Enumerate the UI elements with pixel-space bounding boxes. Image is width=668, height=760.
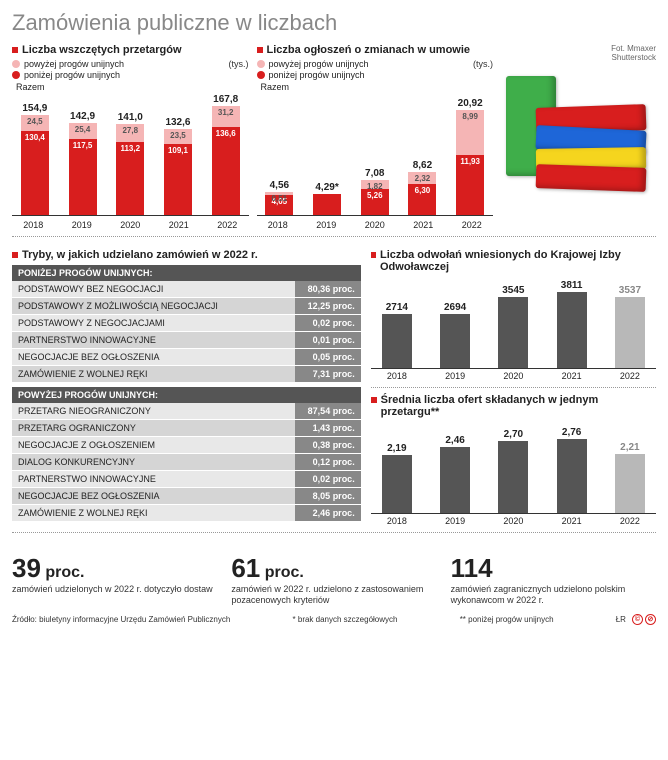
- stat: 61 proc.zamówień w 2022 r. udzielono z z…: [231, 555, 436, 606]
- cc-icon: ©⊘: [632, 614, 656, 625]
- table-row: ZAMÓWIENIE Z WOLNEJ RĘKI2,46 proc.: [12, 505, 361, 522]
- note1: * brak danych szczegółowych: [293, 615, 398, 624]
- table-header-above: POWYŻEJ PROGÓW UNIJNYCH:: [12, 387, 361, 403]
- table-row: NEGOCJACJE Z OGŁOSZENIEM0,38 proc.: [12, 437, 361, 454]
- table-row: PODSTAWOWY BEZ NEGOCJACJI80,36 proc.: [12, 281, 361, 298]
- table-header-below: PONIŻEJ PROGÓW UNIJNYCH:: [12, 265, 361, 281]
- binders-illustration: [501, 66, 651, 186]
- table-row: PRZETARG OGRANICZONY1,43 proc.: [12, 420, 361, 437]
- footer: Źródło: biuletyny informacyjne Urzędu Za…: [12, 614, 656, 625]
- appeals-chart: Liczba odwołań wniesionych do Krajowej I…: [371, 249, 656, 381]
- table-row: PODSTAWOWY Z NEGOCJACJAMI0,02 proc.: [12, 315, 361, 332]
- table-row: PARTNERSTWO INNOWACYJNE0,02 proc.: [12, 471, 361, 488]
- table-row: DIALOG KONKURENCYJNY0,12 proc.: [12, 454, 361, 471]
- chart-changes: Liczba ogłoszeń o zmianach w umowie powy…: [257, 44, 494, 230]
- table-row: PRZETARG NIEOGRANICZONY87,54 proc.: [12, 403, 361, 420]
- stat: 114 zamówień zagranicznych udzielono pol…: [451, 555, 656, 606]
- legend-below2: poniżej progów unijnych: [269, 70, 365, 80]
- photo-credit: Fot. Mmaxer Shutterstock: [501, 44, 656, 62]
- table-row: ZAMÓWIENIE Z WOLNEJ RĘKI7,31 proc.: [12, 366, 361, 383]
- table-row: NEGOCJACJE BEZ OGŁOSZENIA0,05 proc.: [12, 349, 361, 366]
- note2: ** poniżej progów unijnych: [460, 615, 554, 624]
- mini2-title: Średnia liczba ofert składanych w jednym…: [381, 394, 656, 418]
- bottom-stats: 39 proc.zamówień udzielonych w 2022 r. d…: [12, 547, 656, 606]
- mini1-title: Liczba odwołań wniesionych do Krajowej I…: [380, 249, 656, 273]
- author: ŁR: [616, 615, 626, 624]
- photo-area: Fot. Mmaxer Shutterstock: [501, 44, 656, 230]
- table-row: NEGOCJACJE BEZ OGŁOSZENIA8,05 proc.: [12, 488, 361, 505]
- razem-label: Razem: [16, 82, 45, 92]
- unit: (tys.): [229, 59, 249, 69]
- unit2: (tys.): [473, 59, 493, 69]
- chart-tenders: Liczba wszczętych przetargów powyżej pro…: [12, 44, 249, 230]
- source: Źródło: biuletyny informacyjne Urzędu Za…: [12, 615, 230, 624]
- legend-above: powyżej progów unijnych: [24, 59, 124, 69]
- offers-chart: Średnia liczba ofert składanych w jednym…: [371, 394, 656, 526]
- stat: 39 proc.zamówień udzielonych w 2022 r. d…: [12, 555, 217, 606]
- table-title: Tryby, w jakich udzielano zamówień w 202…: [22, 249, 258, 261]
- razem-label2: Razem: [261, 82, 290, 92]
- table-row: PODSTAWOWY Z MOŻLIWOŚCIĄ NEGOCJACJI12,25…: [12, 298, 361, 315]
- chart2-title: Liczba ogłoszeń o zmianach w umowie: [267, 44, 471, 56]
- modes-table: Tryby, w jakich udzielano zamówień w 202…: [12, 249, 361, 526]
- table-row: PARTNERSTWO INNOWACYJNE0,01 proc.: [12, 332, 361, 349]
- legend-below: poniżej progów unijnych: [24, 70, 120, 80]
- page-title: Zamówienia publiczne w liczbach: [12, 10, 656, 36]
- legend-above2: powyżej progów unijnych: [269, 59, 369, 69]
- chart1-title: Liczba wszczętych przetargów: [22, 44, 182, 56]
